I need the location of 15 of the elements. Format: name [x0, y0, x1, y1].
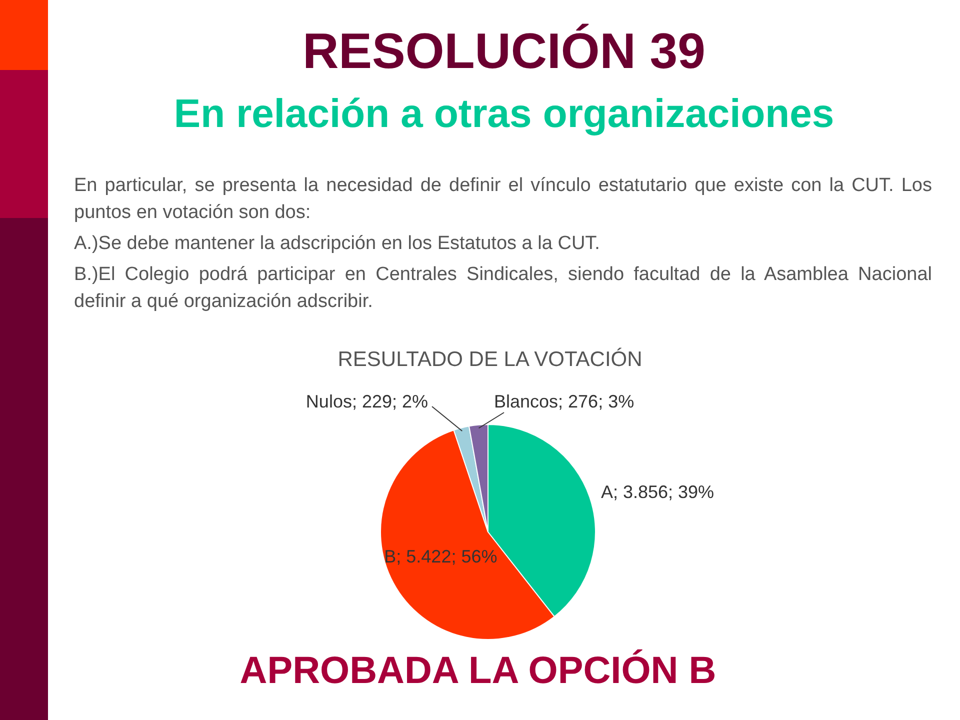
slice-label: Nulos — [306, 391, 352, 412]
data-label: ; 229; 2% — [352, 391, 428, 412]
text: RESULTADO DE LA VOTACIÓN — [336, 348, 644, 372]
data-label: ; 3.856; 39% — [612, 482, 714, 502]
slice-label: B — [384, 546, 396, 566]
slice-label: Blancos — [494, 391, 558, 412]
data-label: ; 5.422; 56% — [396, 546, 498, 566]
chart-title: RESOLUCIÓN 39 — [302, 22, 706, 80]
text: B.)El Colegio podrá participar en Centrales Sindicales, siendo facultad de la Asamblea Nacional definir a qué organización adscribir. — [74, 263, 932, 314]
text: En particular, se presenta la necesidad de definir el vínculo estatutario que existe con la CUT. Los puntos en votación son dos: — [74, 174, 932, 225]
slice-label: A — [600, 482, 613, 502]
text: APROBADA LA OPCIÓN B — [238, 650, 718, 693]
text: A.)Se debe mantener la adscripción en los Estatutos a la CUT. — [74, 232, 601, 256]
data-label: ; 276; 3% — [558, 391, 634, 412]
chart-subtitle: En relación a otras organizaciones — [172, 92, 836, 137]
